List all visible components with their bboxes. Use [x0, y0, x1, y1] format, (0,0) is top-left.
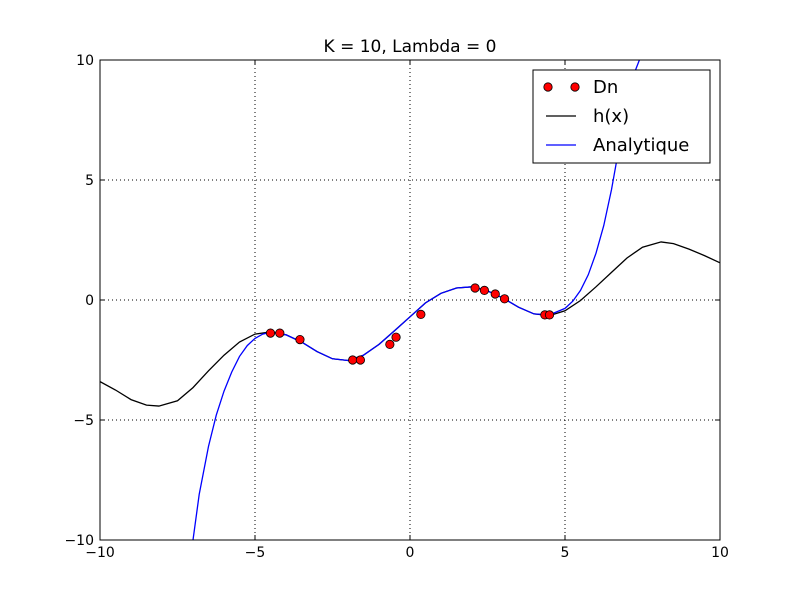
data-point-dn — [544, 310, 555, 320]
data-point-dn — [275, 328, 285, 338]
data-point-dn — [265, 328, 276, 338]
y-tick-label: 0 — [85, 293, 94, 309]
y-tick-label: 10 — [76, 53, 94, 69]
legend-label: Dn — [593, 77, 618, 98]
data-point-dn — [470, 283, 480, 293]
y-tick-label: −10 — [64, 533, 94, 549]
data-point-dn — [499, 294, 510, 304]
legend-marker-dn — [570, 82, 580, 92]
data-point-dn — [479, 285, 489, 295]
series-layer — [100, 60, 720, 540]
data-point-dn — [295, 334, 305, 345]
plot-frame — [99, 59, 721, 541]
data-point-dn — [416, 309, 426, 319]
data-point-dn — [348, 355, 358, 365]
legend-label: h(x) — [593, 106, 629, 127]
legend-marker-dn — [543, 82, 553, 92]
chart-title: K = 10, Lambda = 0 — [324, 37, 497, 57]
y-tick-label: −5 — [73, 413, 94, 429]
x-tick-label: 10 — [711, 545, 729, 561]
legend: Dn h(x) Analytique — [532, 69, 711, 164]
legend-label: Analytique — [593, 135, 689, 156]
y-tick-label: 5 — [85, 173, 94, 189]
series-line-analytique — [192, 60, 641, 540]
data-point-dn — [355, 355, 365, 365]
x-tick-label: 0 — [406, 545, 415, 561]
data-point-dn — [490, 289, 500, 299]
data-point-dn — [391, 332, 401, 342]
data-point-dn — [385, 339, 395, 349]
x-tick-label: −10 — [85, 545, 115, 561]
x-tick-label: −5 — [245, 545, 266, 561]
x-tick-label: 5 — [561, 545, 570, 561]
